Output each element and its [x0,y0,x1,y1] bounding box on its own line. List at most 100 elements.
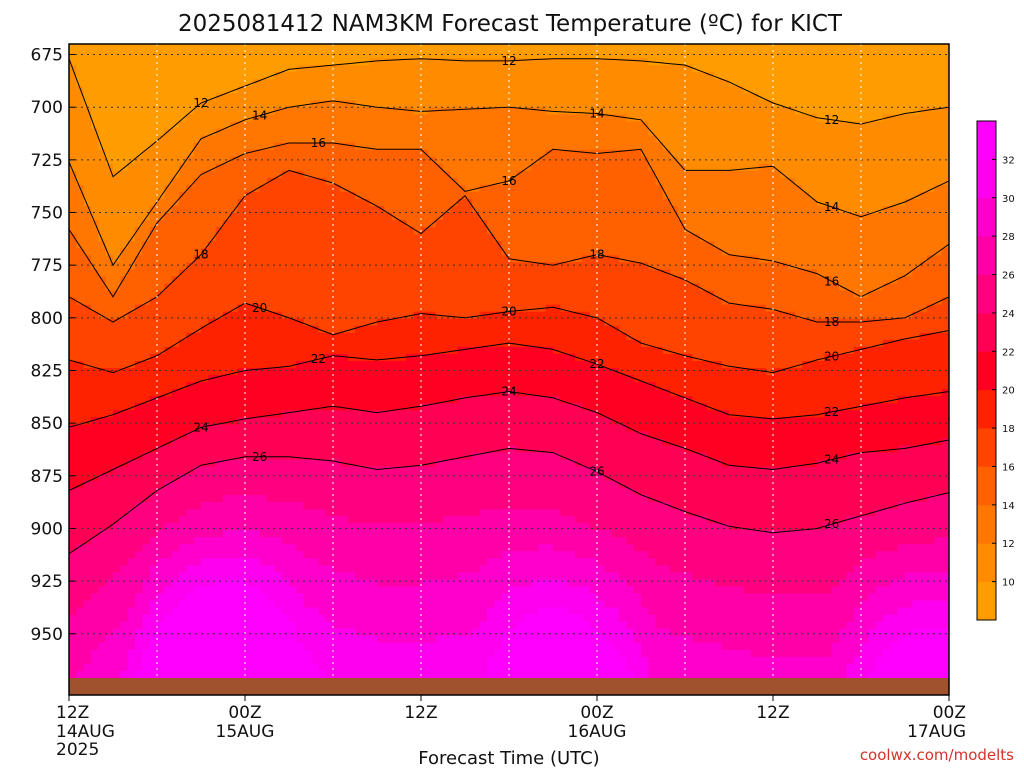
temperature-cell [98,530,107,538]
temperature-cell [274,494,283,503]
temperature-cell [399,170,407,179]
temperature-cell [318,290,327,299]
temperature-cell [384,325,393,334]
temperature-cell [421,72,429,80]
temperature-cell [69,389,77,397]
temperature-cell [281,184,290,193]
temperature-cell [333,368,341,376]
temperature-cell [259,480,268,489]
temperature-cell [355,494,363,503]
temperature-cell [208,149,217,158]
temperature-cell [127,473,136,482]
temperature-cell [237,276,246,285]
temperature-cell [318,466,327,475]
temperature-cell [208,290,217,299]
temperature-cell [384,248,393,256]
temperature-cell [318,184,327,193]
temperature-cell [333,177,341,186]
temperature-cell [347,163,356,172]
temperature-cell [369,593,378,602]
temperature-cell [391,255,400,263]
temperature-cell [435,445,444,454]
temperature-cell [267,149,275,158]
temperature-cell [267,614,275,623]
temperature-cell [201,579,209,588]
temperature-cell [369,156,378,165]
temperature-cell [413,149,422,158]
temperature-cell [274,473,283,482]
temperature-cell [399,135,407,144]
temperature-cell [296,297,305,306]
temperature-cell [406,149,415,158]
temperature-cell [384,44,393,52]
temperature-cell [421,621,429,630]
temperature-cell [135,135,143,144]
temperature-cell [384,544,393,552]
temperature-cell [435,628,444,637]
temperature-cell [223,290,231,299]
temperature-cell [76,368,85,376]
temperature-cell [274,551,283,559]
temperature-cell [171,368,180,376]
temperature-cell [186,297,195,306]
temperature-cell [252,318,261,327]
temperature-cell [215,121,224,130]
temperature-cell [325,184,334,193]
temperature-cell [289,515,297,524]
temperature-cell [135,114,143,123]
temperature-cell [421,304,429,313]
temperature-cell [421,459,429,468]
temperature-cell [135,206,143,214]
temperature-cell [237,79,246,87]
temperature-cell [259,515,268,524]
temperature-cell [98,649,107,658]
temperature-cell [230,515,239,524]
temperature-cell [296,382,305,390]
temperature-cell [113,466,121,475]
temperature-cell [355,431,363,440]
temperature-cell [355,44,363,52]
temperature-cell [245,58,253,66]
temperature-cell [120,396,129,404]
temperature-cell [230,452,239,461]
temperature-cell [333,79,341,87]
temperature-cell [413,156,422,165]
temperature-cell [98,255,107,263]
temperature-cell [377,51,385,59]
temperature-cell [421,44,429,52]
temperature-cell [208,198,217,207]
temperature-cell [435,86,444,94]
temperature-cell [105,487,114,496]
temperature-cell [435,431,444,440]
temperature-cell [377,65,385,73]
temperature-cell [201,530,209,538]
temperature-cell [296,530,305,538]
temperature-cell [186,79,195,87]
temperature-cell [325,241,334,249]
temperature-cell [347,86,356,94]
temperature-cell [120,170,129,179]
temperature-cell [296,184,305,193]
temperature-cell [179,107,187,116]
temperature-cell [142,501,151,510]
temperature-cell [193,403,202,411]
temperature-cell [113,290,121,299]
temperature-cell [296,515,305,524]
temperature-cell [428,241,437,249]
temperature-cell [318,417,327,425]
temperature-cell [120,403,129,411]
temperature-cell [457,530,466,538]
temperature-cell [179,642,187,651]
temperature-cell [193,607,202,616]
temperature-cell [223,431,231,440]
temperature-cell [98,128,107,137]
temperature-cell [186,523,195,531]
temperature-cell [465,396,473,404]
temperature-cell [369,65,378,73]
temperature-cell [208,234,217,242]
temperature-cell [457,600,466,609]
temperature-cell [362,628,371,637]
temperature-cell [223,600,231,609]
temperature-cell [340,656,349,665]
temperature-cell [391,396,400,404]
